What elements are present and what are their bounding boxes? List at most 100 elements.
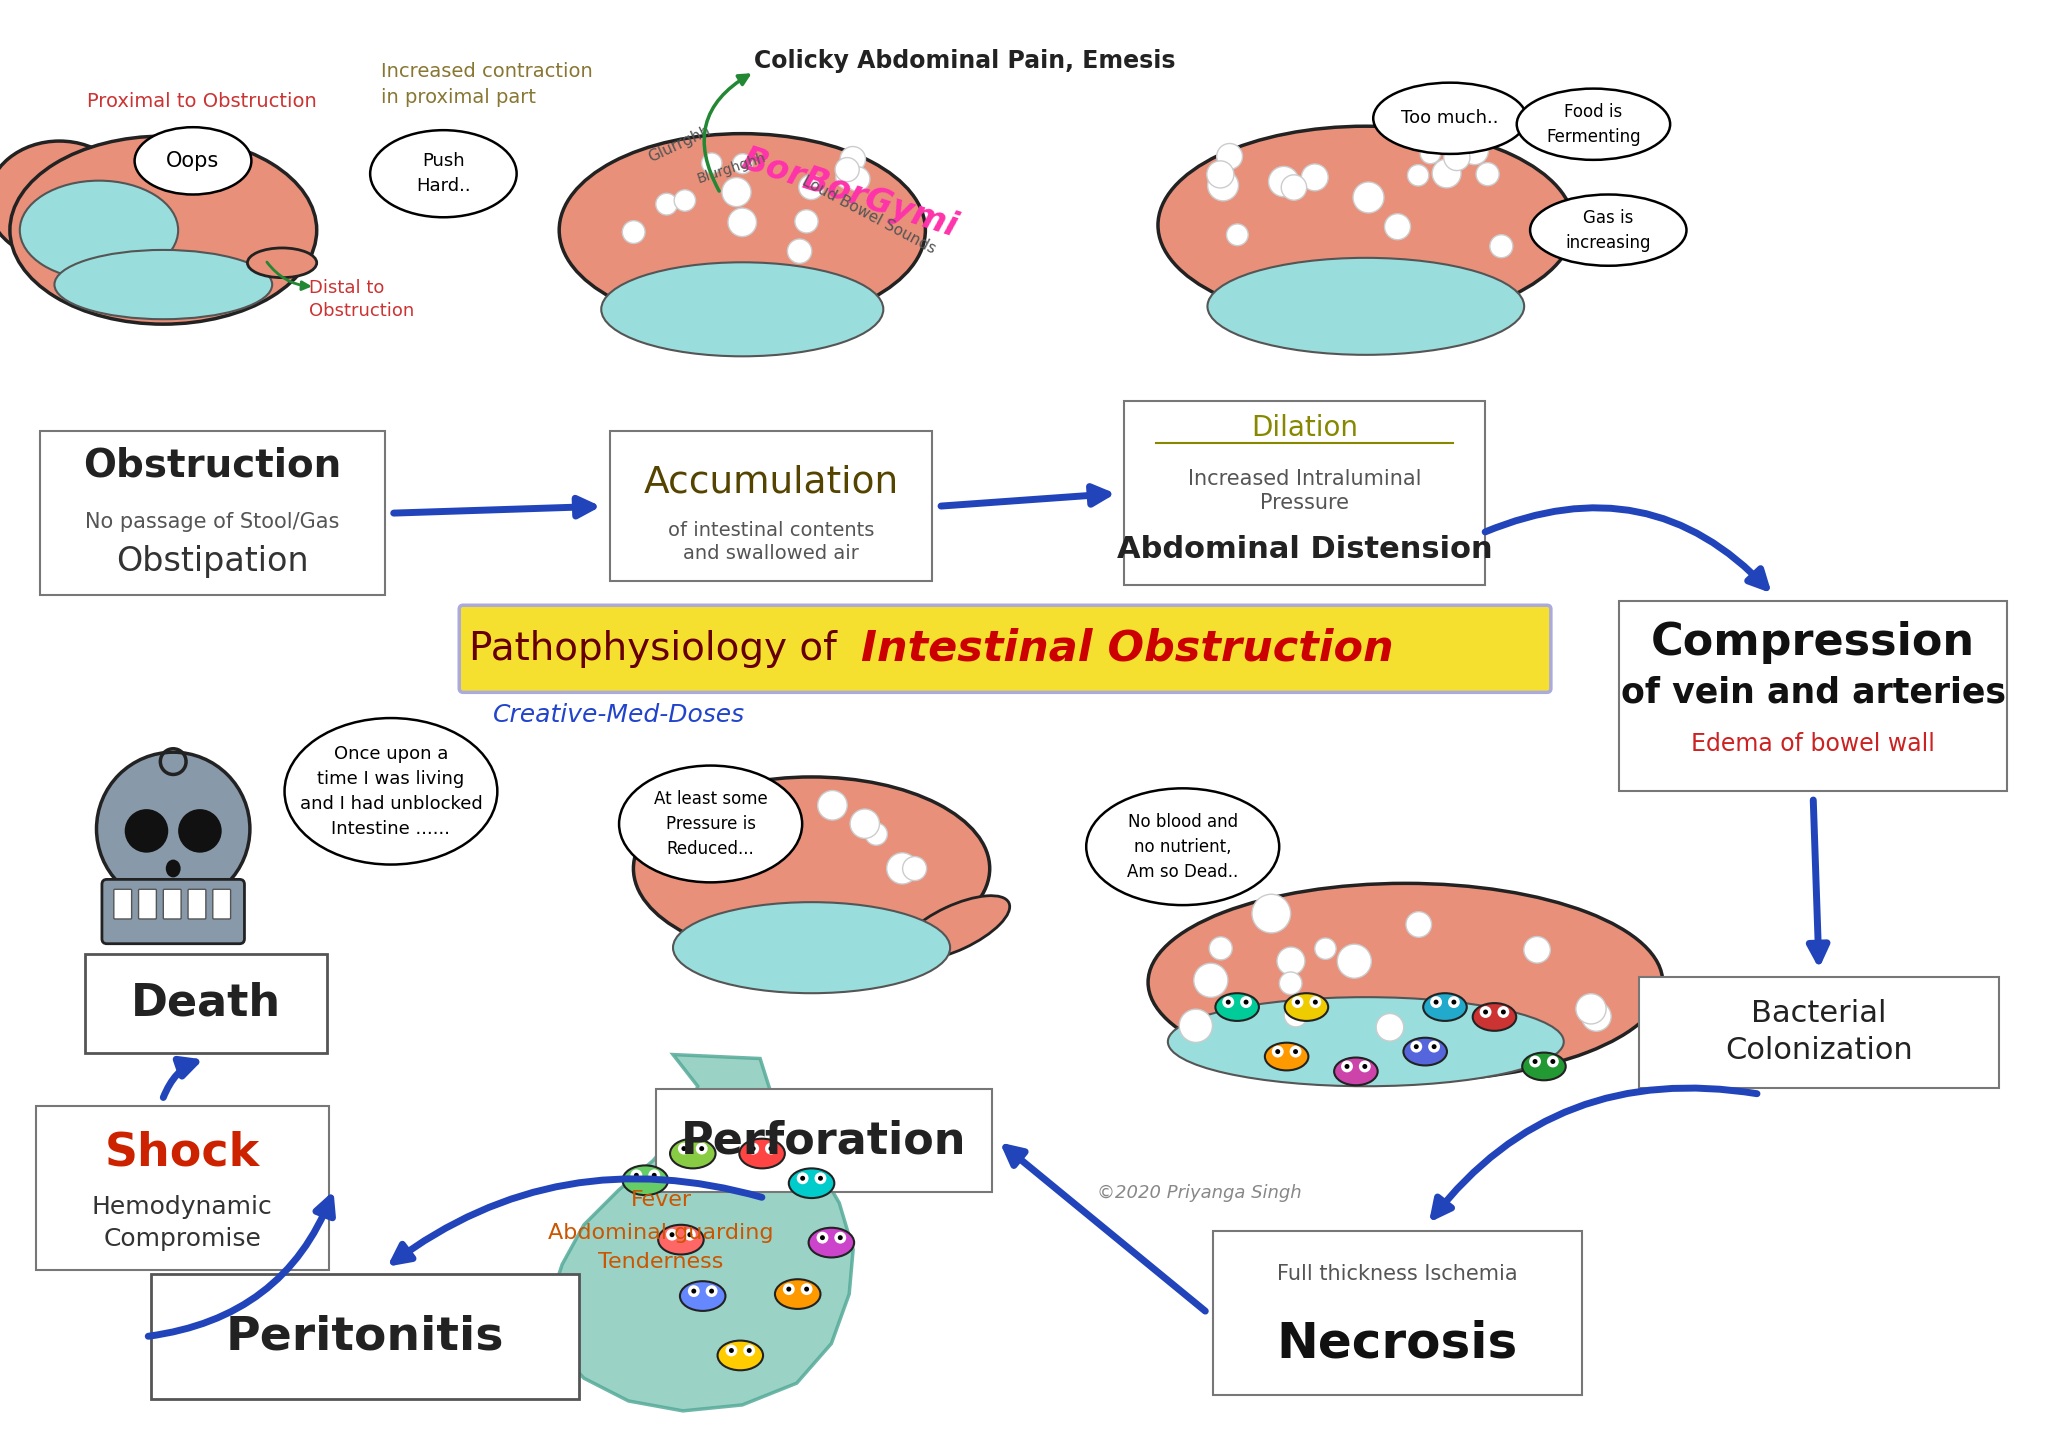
Ellipse shape (285, 718, 498, 864)
Circle shape (666, 1229, 678, 1241)
Circle shape (1575, 993, 1606, 1024)
Circle shape (795, 210, 817, 233)
Circle shape (727, 209, 756, 236)
Circle shape (1362, 1064, 1368, 1069)
Ellipse shape (1333, 1057, 1378, 1085)
Circle shape (178, 809, 221, 853)
Ellipse shape (657, 1225, 705, 1254)
Circle shape (752, 850, 772, 870)
Circle shape (1360, 1060, 1370, 1073)
Circle shape (748, 1348, 752, 1352)
Text: Obstipation: Obstipation (117, 546, 309, 578)
Circle shape (1452, 999, 1456, 1005)
Text: Dilation: Dilation (1251, 414, 1358, 442)
Text: Intestinal Obstruction: Intestinal Obstruction (860, 628, 1395, 670)
Circle shape (707, 1286, 717, 1297)
Circle shape (1546, 1056, 1559, 1067)
Text: Compression: Compression (1651, 621, 1974, 665)
Ellipse shape (1374, 83, 1526, 153)
Text: Loud Bowel Sounds: Loud Bowel Sounds (799, 174, 938, 256)
Text: Full thickness Ischemia: Full thickness Ischemia (1278, 1264, 1518, 1284)
Circle shape (1376, 1014, 1403, 1041)
Ellipse shape (1530, 194, 1686, 266)
Circle shape (782, 1283, 795, 1295)
Circle shape (1309, 996, 1321, 1008)
Text: Proximal to Obstruction: Proximal to Obstruction (88, 93, 317, 111)
Ellipse shape (1403, 1038, 1448, 1066)
Text: Once upon a
time I was living
and I had unblocked
Intestine ......: Once upon a time I was living and I had … (299, 744, 483, 838)
Text: No passage of Stool/Gas: No passage of Stool/Gas (86, 513, 340, 531)
Circle shape (1384, 214, 1411, 240)
Circle shape (684, 809, 700, 827)
Ellipse shape (623, 1166, 668, 1195)
Circle shape (674, 190, 696, 211)
Circle shape (1460, 138, 1489, 165)
Circle shape (1432, 159, 1460, 188)
Text: Gas is
increasing: Gas is increasing (1565, 209, 1651, 252)
Text: Peritonitis: Peritonitis (225, 1315, 504, 1360)
Circle shape (698, 1147, 705, 1151)
Circle shape (1292, 996, 1303, 1008)
Circle shape (631, 1170, 643, 1182)
Circle shape (1419, 143, 1440, 164)
Circle shape (1483, 1009, 1489, 1015)
Circle shape (768, 1147, 774, 1151)
Circle shape (1497, 1006, 1509, 1018)
Ellipse shape (1149, 883, 1663, 1082)
Circle shape (1489, 235, 1513, 258)
Text: Hemodynamic: Hemodynamic (92, 1195, 272, 1219)
Ellipse shape (788, 1169, 834, 1197)
Circle shape (1278, 947, 1305, 975)
Circle shape (1217, 143, 1243, 169)
Circle shape (786, 1287, 791, 1292)
Text: Fever: Fever (631, 1190, 692, 1211)
Text: Compromise: Compromise (102, 1226, 260, 1251)
Ellipse shape (1157, 126, 1573, 324)
Text: Tenderness: Tenderness (598, 1253, 723, 1273)
Circle shape (1524, 937, 1550, 963)
FancyBboxPatch shape (35, 1106, 328, 1270)
Circle shape (1346, 1064, 1350, 1069)
Text: Colicky Abdominal Pain, Emesis: Colicky Abdominal Pain, Emesis (754, 49, 1176, 72)
Ellipse shape (20, 181, 178, 279)
Circle shape (817, 1176, 823, 1180)
Ellipse shape (55, 251, 272, 319)
Circle shape (1444, 145, 1470, 171)
Ellipse shape (901, 896, 1010, 960)
Text: Increased Intraluminal: Increased Intraluminal (1188, 469, 1421, 488)
Text: and swallowed air: and swallowed air (684, 544, 858, 563)
Circle shape (1300, 164, 1329, 191)
Ellipse shape (248, 248, 317, 278)
Circle shape (1432, 1044, 1436, 1050)
Ellipse shape (1208, 258, 1524, 355)
Circle shape (786, 239, 811, 264)
FancyBboxPatch shape (115, 889, 131, 919)
Circle shape (743, 1345, 756, 1357)
Ellipse shape (96, 752, 250, 905)
Circle shape (686, 812, 713, 838)
Text: Colonization: Colonization (1724, 1037, 1913, 1066)
Ellipse shape (1214, 993, 1260, 1021)
Text: ©2020 Priyanga Singh: ©2020 Priyanga Singh (1098, 1184, 1303, 1202)
Circle shape (903, 857, 926, 880)
Circle shape (1477, 162, 1499, 185)
FancyBboxPatch shape (459, 605, 1550, 692)
Circle shape (1337, 944, 1372, 979)
Ellipse shape (1518, 88, 1671, 159)
Circle shape (799, 175, 823, 200)
Circle shape (125, 809, 168, 853)
Circle shape (834, 1232, 846, 1244)
Circle shape (887, 853, 918, 883)
FancyBboxPatch shape (1620, 601, 2007, 791)
Ellipse shape (809, 1228, 854, 1257)
Text: Oops: Oops (166, 151, 219, 171)
Circle shape (1206, 161, 1233, 188)
Circle shape (1292, 1050, 1298, 1054)
Circle shape (1276, 1050, 1280, 1054)
Circle shape (1251, 895, 1290, 933)
Circle shape (678, 1142, 690, 1154)
Circle shape (1411, 1041, 1421, 1053)
Ellipse shape (166, 860, 180, 877)
Circle shape (840, 146, 866, 172)
Circle shape (692, 1289, 696, 1293)
